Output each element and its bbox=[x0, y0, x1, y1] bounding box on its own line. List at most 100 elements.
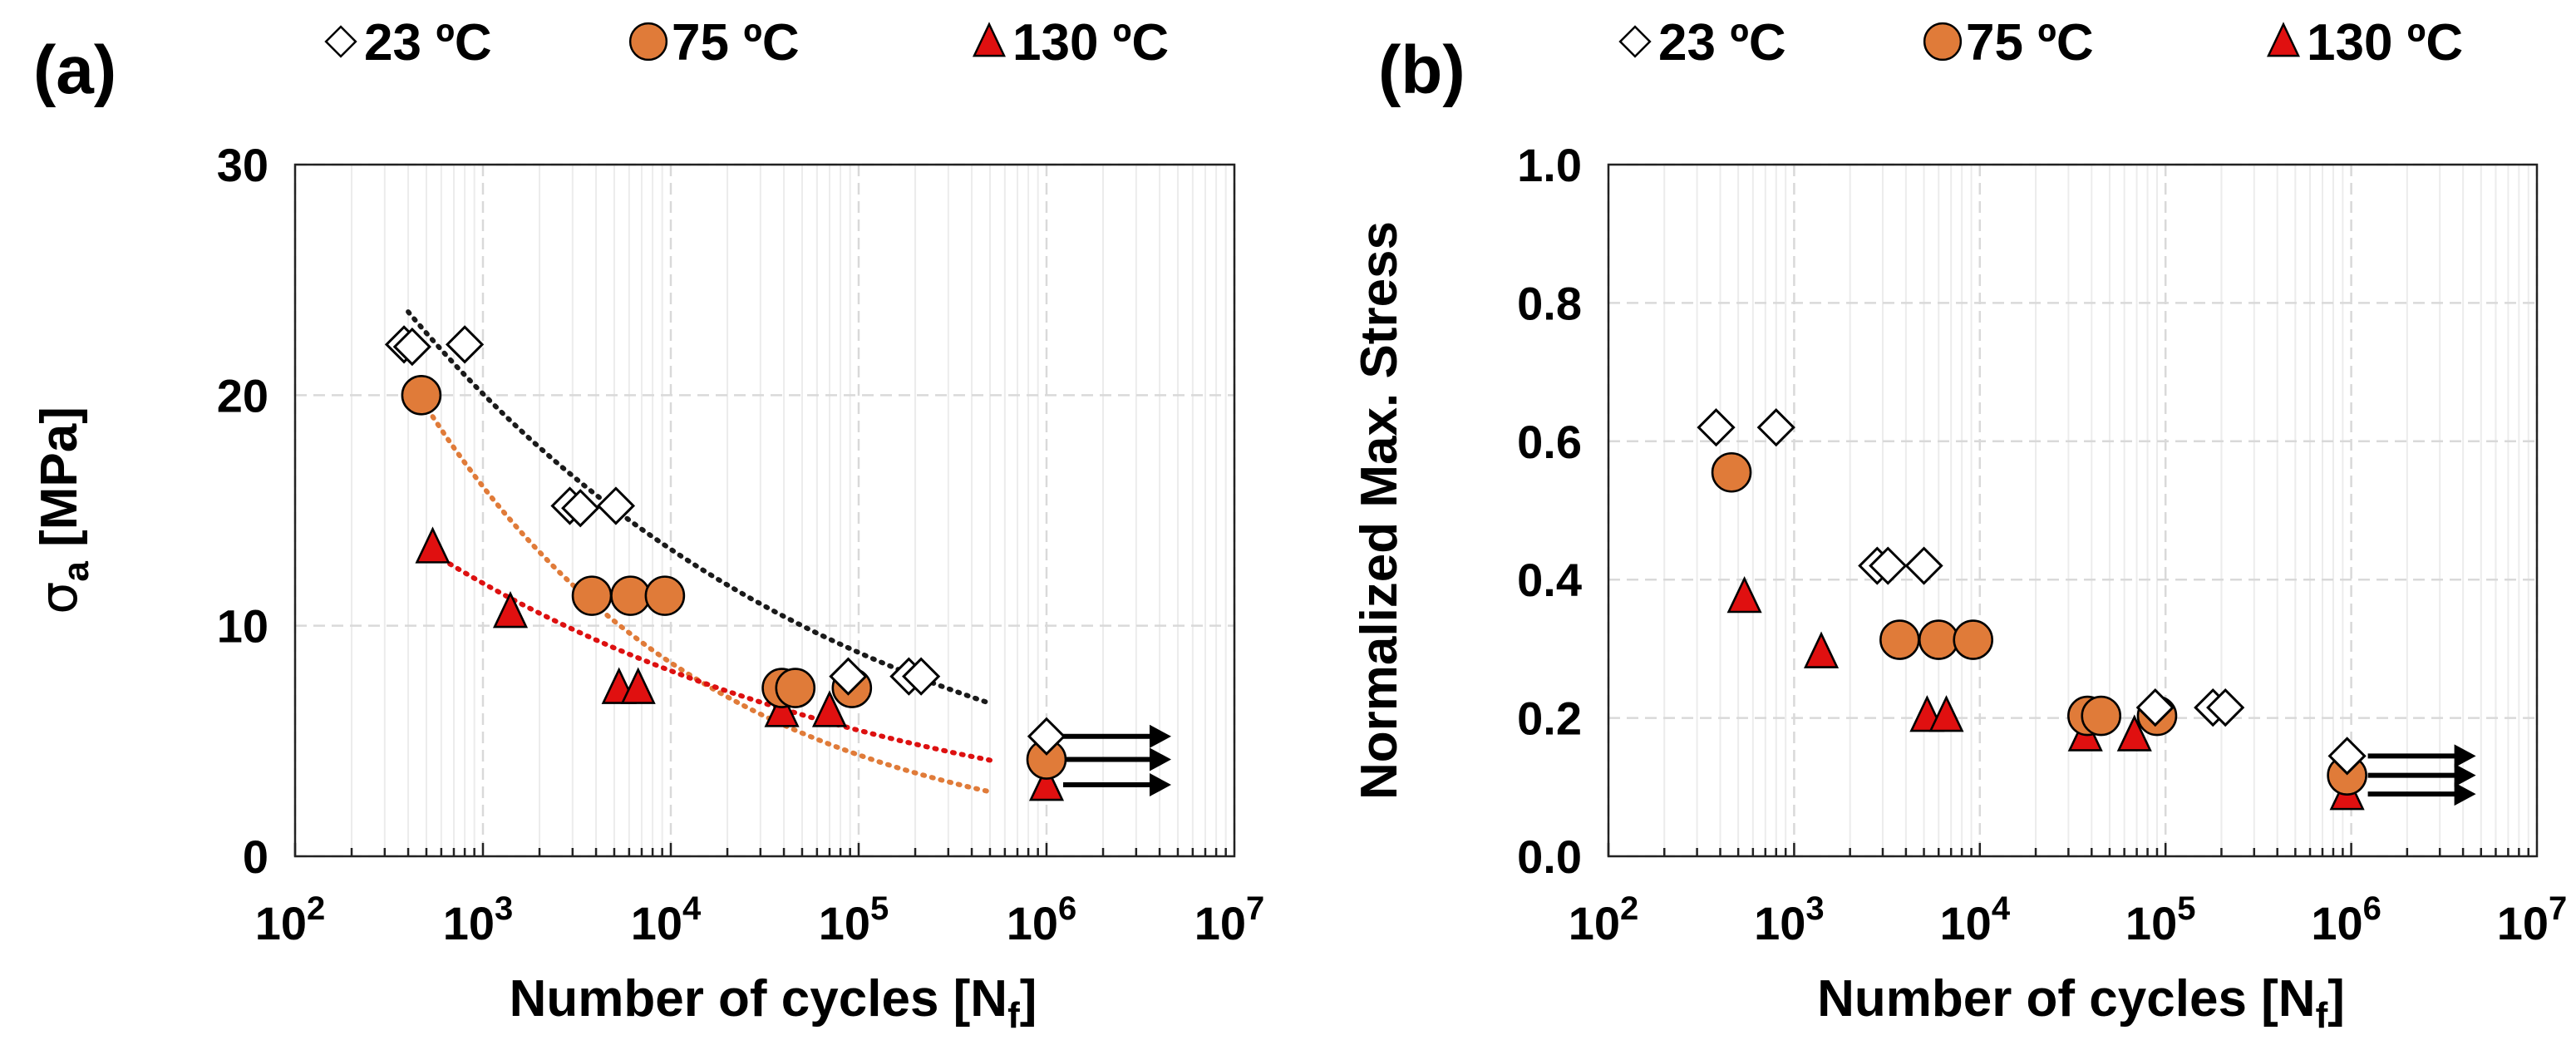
x-tick-label: 103 bbox=[443, 890, 514, 949]
x-minor-ticks bbox=[293, 843, 1227, 856]
data-point bbox=[2081, 695, 2122, 737]
data-point bbox=[401, 375, 442, 416]
x-tick-label: 102 bbox=[1569, 890, 1639, 949]
legend: 23 ºC 75 ºC 130 ºC bbox=[1618, 14, 2463, 71]
runout-arrow-head bbox=[2454, 744, 2476, 768]
panel-label: (b) bbox=[1378, 32, 1465, 108]
data-point bbox=[811, 690, 848, 727]
y-axis-label: Normalized Max. Stress bbox=[1351, 221, 1408, 800]
y-tick-label: 0.2 bbox=[1517, 693, 1582, 745]
triangle-icon bbox=[972, 22, 1007, 57]
data-point bbox=[2135, 688, 2175, 727]
runout-arrow-head bbox=[2454, 782, 2476, 806]
data-point bbox=[1904, 546, 1943, 585]
plot-frame bbox=[293, 163, 1236, 858]
data-point bbox=[764, 690, 800, 727]
data-point bbox=[1879, 619, 1920, 660]
x-axis-label: Number of cycles [Nf] bbox=[510, 970, 1037, 1036]
runout-arrow-head bbox=[2454, 763, 2476, 787]
runout-arrows bbox=[1063, 724, 1171, 797]
x-tick-label: 104 bbox=[1940, 890, 2011, 949]
legend-label: 75 ºC bbox=[672, 14, 800, 71]
y-tick-label: 0.6 bbox=[1517, 416, 1582, 468]
data-point bbox=[596, 486, 636, 525]
legend-label: 130 ºC bbox=[2307, 14, 2463, 71]
legend-label: 23 ºC bbox=[1658, 14, 1786, 71]
runout-arrows bbox=[2367, 744, 2476, 806]
legend-label: 130 ºC bbox=[1012, 14, 1169, 71]
x-tick-label: 107 bbox=[2497, 890, 2568, 949]
series-23C bbox=[1697, 408, 2367, 776]
data-point bbox=[2327, 737, 2367, 776]
chart-panel-b: 102 103 104 105 106 107 0.0 0.2 0.4 0.6 0.8 1.0 Numb… bbox=[1351, 14, 2567, 1036]
data-point bbox=[644, 575, 686, 616]
x-tick-label: 105 bbox=[2125, 890, 2196, 949]
panel-label: (a) bbox=[33, 32, 116, 108]
x-minor-ticks bbox=[1607, 843, 2530, 856]
x-tick-label: 105 bbox=[819, 890, 889, 949]
fit-curve bbox=[406, 309, 992, 706]
plot-frame bbox=[1607, 163, 2539, 858]
x-tick-label: 107 bbox=[1194, 890, 1265, 949]
runout-arrow-head bbox=[1150, 724, 1171, 748]
data-point bbox=[775, 668, 816, 708]
x-axis-label: Number of cycles [Nf] bbox=[1817, 970, 2345, 1036]
data-point bbox=[610, 575, 651, 616]
y-tick-label: 30 bbox=[217, 139, 268, 191]
series-75C bbox=[401, 375, 1067, 780]
x-tick-label: 102 bbox=[255, 890, 326, 949]
fit-curve bbox=[424, 547, 992, 763]
triangle-icon bbox=[2266, 22, 2301, 57]
y-tick-label: 0.4 bbox=[1517, 554, 1582, 606]
y-tick-label: 10 bbox=[217, 600, 268, 653]
data-point bbox=[492, 590, 529, 628]
x-tick-label: 103 bbox=[1754, 890, 1825, 949]
data-point bbox=[1726, 575, 1762, 614]
data-point bbox=[561, 489, 600, 528]
data-point bbox=[620, 667, 656, 704]
data-point bbox=[902, 657, 941, 696]
series-75C bbox=[1711, 451, 2367, 796]
circle-icon bbox=[1923, 22, 1963, 62]
diamond-icon bbox=[324, 25, 357, 58]
data-point bbox=[1918, 619, 1959, 660]
y-tick-label: 1.0 bbox=[1517, 139, 1582, 191]
gridlines bbox=[1607, 163, 2539, 858]
data-point bbox=[445, 325, 485, 364]
data-point bbox=[829, 657, 868, 696]
diamond-icon bbox=[1618, 25, 1652, 58]
gridlines bbox=[293, 163, 1236, 858]
data-point bbox=[1697, 408, 1736, 447]
x-tick-label: 106 bbox=[1007, 890, 1077, 949]
series-130C bbox=[1726, 575, 2365, 811]
data-point bbox=[392, 327, 431, 367]
runout-arrow-head bbox=[1150, 773, 1171, 797]
y-tick-label: 0.0 bbox=[1517, 831, 1582, 883]
y-tick-label: 0 bbox=[243, 831, 268, 883]
x-tick-label: 106 bbox=[2311, 890, 2381, 949]
legend-label: 75 ºC bbox=[1966, 14, 2094, 71]
circle-icon bbox=[628, 22, 668, 62]
x-tick-label: 104 bbox=[631, 890, 702, 949]
series-23C bbox=[384, 325, 1066, 756]
data-point bbox=[1869, 546, 1908, 585]
data-point bbox=[1953, 619, 1994, 660]
data-point bbox=[571, 575, 613, 616]
data-point bbox=[1803, 631, 1840, 668]
legend-label: 23 ºC bbox=[364, 14, 492, 71]
data-point bbox=[1756, 408, 1795, 447]
legend: 23 ºC 75 ºC 130 ºC bbox=[324, 14, 1169, 71]
data-point bbox=[1711, 451, 1752, 493]
data-point bbox=[1928, 695, 1964, 732]
y-tick-label: 20 bbox=[217, 369, 268, 421]
data-point bbox=[2206, 688, 2245, 727]
y-tick-label: 0.8 bbox=[1517, 277, 1582, 329]
data-point bbox=[2116, 714, 2152, 752]
data-point bbox=[1028, 763, 1065, 801]
data-point bbox=[1027, 717, 1066, 756]
y-axis-label: σa [MPa] bbox=[28, 407, 96, 614]
data-point bbox=[415, 526, 451, 564]
series-130C bbox=[415, 526, 1065, 801]
chart-panel-a: 102 103 104 105 106 107 0 10 20 30 Number of cycle… bbox=[28, 14, 1264, 1036]
